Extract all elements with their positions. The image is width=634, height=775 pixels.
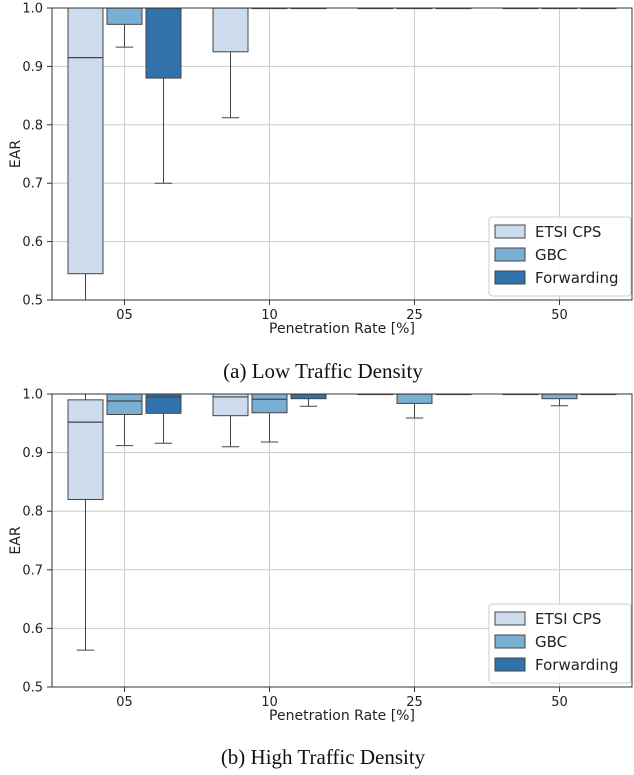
legend: ETSI CPS GBC Forwarding [488,603,632,684]
axes-frame [51,393,633,688]
legend-label: ETSI CPS [535,610,601,628]
box-etsi-cps-10 [212,8,249,119]
legend-label: Forwarding [535,656,619,674]
y-tick-label: 1.0 [22,2,43,17]
legend-label: Forwarding [535,269,619,287]
box-forwarding-10 [290,394,327,407]
x-tick-label: 05 [116,308,133,323]
plot-area [67,394,617,651]
x-tick-label: 10 [261,695,278,710]
plot-area [67,8,617,300]
legend-label: ETSI CPS [535,223,601,241]
y-tick-label: 0.5 [22,294,43,309]
x-tick-label: 50 [551,695,568,710]
box-body [251,394,288,414]
box-body [106,394,143,416]
box-etsi-cps-05 [67,8,104,300]
x-tick-label: 25 [406,308,423,323]
y-tick-label: 0.7 [22,563,43,578]
legend-swatch [494,270,526,285]
x-axis-label: Penetration Rate [%] [269,708,415,724]
legend-label: GBC [535,246,567,264]
x-tick-label: 25 [406,695,423,710]
y-axis-label: EAR [8,526,24,554]
box-body [212,8,249,53]
chart-panel-a: 0.5 0.6 0.7 0.8 0.9 1.0 05 10 25 50 Penetration Ra… [8,2,633,383]
y-tick-label: 0.5 [22,681,43,696]
box-body [145,8,182,79]
y-tick-label: 1.0 [22,388,43,403]
legend-swatch [494,224,526,239]
box-forwarding-05 [145,8,182,184]
chart-caption: (b) High Traffic Density [221,745,426,769]
x-tick-label: 50 [551,308,568,323]
chart-caption: (a) Low Traffic Density [223,359,423,383]
x-tick-label: 05 [116,695,133,710]
y-tick-label: 0.6 [22,622,43,637]
box-etsi-cps-05 [67,394,104,651]
legend-swatch [494,634,526,649]
y-tick-label: 0.9 [22,60,43,75]
y-tick-label: 0.8 [22,118,43,133]
box-gbc-25 [396,394,433,419]
y-tick-label: 0.9 [22,446,43,461]
box-body [67,399,104,500]
legend-swatch [494,657,526,672]
chart-panel-b: 0.5 0.6 0.7 0.8 0.9 1.0 05 10 25 50 Penetration Ra… [8,388,633,769]
x-tick-label: 10 [261,308,278,323]
legend-swatch [494,247,526,262]
box-gbc-05 [106,8,143,48]
box-forwarding-05 [145,394,182,444]
box-body [145,394,182,414]
y-tick-label: 0.8 [22,505,43,520]
legend-label: GBC [535,633,567,651]
x-axis-label: Penetration Rate [%] [269,321,415,337]
y-tick-label: 0.7 [22,177,43,192]
box-gbc-50 [541,394,578,407]
box-gbc-10 [251,394,288,443]
axes-frame [51,7,633,301]
legend: ETSI CPS GBC Forwarding [488,216,632,297]
box-gbc-05 [106,394,143,447]
box-body [212,394,249,417]
box-etsi-cps-10 [212,394,249,448]
y-tick-label: 0.6 [22,235,43,250]
box-body [290,394,327,400]
box-body [396,394,433,404]
legend-swatch [494,611,526,626]
box-body [67,8,104,275]
box-body [106,8,143,25]
box-body [541,394,578,400]
y-axis-label: EAR [8,140,24,168]
